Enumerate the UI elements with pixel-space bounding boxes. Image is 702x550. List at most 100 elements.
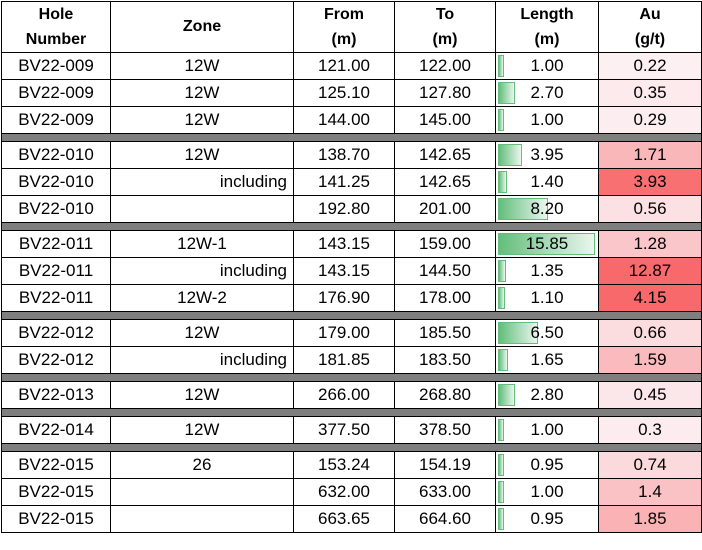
au-grade-cell: 0.74	[598, 451, 702, 479]
header-from-line1: From	[293, 1, 395, 27]
zone-cell: including	[110, 257, 294, 285]
to-cell: 154.19	[394, 451, 496, 479]
length-cell: 1.00	[495, 52, 599, 80]
length-data-bar	[498, 82, 515, 104]
table-row: BV22-014 12W 377.50 378.50 1.00 0.3	[1, 416, 702, 444]
length-data-bar	[498, 55, 504, 77]
table-row: BV22-013 12W 266.00 268.80 2.80 0.45	[1, 381, 702, 409]
au-grade-cell: 1.28	[598, 230, 702, 258]
hole-number-cell: BV22-009	[1, 52, 111, 80]
table-row: BV22-015 632.00 633.00 1.00 1.4	[1, 478, 702, 506]
to-cell: 142.65	[394, 141, 496, 169]
zone-cell: 12W-2	[110, 284, 294, 312]
to-cell: 185.50	[394, 319, 496, 347]
to-cell: 664.60	[394, 505, 496, 533]
group-separator	[1, 133, 702, 142]
to-cell: 378.50	[394, 416, 496, 444]
au-grade-cell: 1.85	[598, 505, 702, 533]
length-data-bar	[498, 508, 504, 530]
zone-cell: including	[110, 168, 294, 196]
zone-cell: 12W	[110, 52, 294, 80]
from-cell: 176.90	[293, 284, 395, 312]
hole-number-cell: BV22-011	[1, 230, 111, 258]
header-hole-line2: Number	[1, 27, 111, 53]
length-cell: 1.35	[495, 257, 599, 285]
to-cell: 183.50	[394, 346, 496, 374]
from-cell: 121.00	[293, 52, 395, 80]
zone-cell: 12W	[110, 106, 294, 134]
table-header: Hole Zone From To Length Au Number (m) (…	[1, 1, 702, 53]
table-row: BV22-015 663.65 664.60 0.95 1.85	[1, 505, 702, 533]
to-cell: 159.00	[394, 230, 496, 258]
length-cell: 0.95	[495, 451, 599, 479]
au-grade-cell: 0.66	[598, 319, 702, 347]
group-separator-row	[1, 373, 702, 382]
au-grade-cell: 1.4	[598, 478, 702, 506]
length-cell: 2.80	[495, 381, 599, 409]
hole-number-cell: BV22-010	[1, 168, 111, 196]
hole-number-cell: BV22-015	[1, 451, 111, 479]
length-data-bar	[498, 287, 505, 309]
length-value: 1.65	[530, 350, 564, 369]
au-grade-cell: 0.56	[598, 195, 702, 223]
table-row: BV22-009 12W 144.00 145.00 1.00 0.29	[1, 106, 702, 134]
table-row: BV22-009 12W 121.00 122.00 1.00 0.22	[1, 52, 702, 80]
length-value: 1.40	[530, 172, 564, 191]
from-cell: 143.15	[293, 230, 395, 258]
length-value: 1.00	[530, 482, 564, 501]
au-grade-cell: 0.29	[598, 106, 702, 134]
length-value: 3.95	[530, 145, 564, 164]
zone-cell	[110, 478, 294, 506]
table-row: BV22-011 including 143.15 144.50 1.35 12.87	[1, 257, 702, 285]
from-cell: 377.50	[293, 416, 395, 444]
length-data-bar	[498, 322, 538, 344]
zone-cell: 12W-1	[110, 230, 294, 258]
length-data-bar	[498, 198, 548, 220]
table-row: BV22-012 12W 179.00 185.50 6.50 0.66	[1, 319, 702, 347]
length-value: 1.10	[530, 288, 564, 307]
table-row: BV22-010 192.80 201.00 8.20 0.56	[1, 195, 702, 223]
group-separator	[1, 408, 702, 417]
from-cell: 181.85	[293, 346, 395, 374]
zone-cell: 26	[110, 451, 294, 479]
header-zone: Zone	[110, 1, 294, 53]
header-au-line1: Au	[598, 1, 702, 27]
length-value: 0.95	[530, 455, 564, 474]
length-cell: 15.85	[495, 230, 599, 258]
length-value: 2.80	[530, 385, 564, 404]
hole-number-cell: BV22-011	[1, 257, 111, 285]
length-data-bar	[498, 144, 522, 166]
hole-number-cell: BV22-009	[1, 106, 111, 134]
table-row: BV22-012 including 181.85 183.50 1.65 1.59	[1, 346, 702, 374]
length-value: 1.00	[530, 110, 564, 129]
table-row: BV22-010 12W 138.70 142.65 3.95 1.71	[1, 141, 702, 169]
to-cell: 145.00	[394, 106, 496, 134]
from-cell: 192.80	[293, 195, 395, 223]
group-separator-row	[1, 443, 702, 452]
group-separator	[1, 443, 702, 452]
au-grade-cell: 4.15	[598, 284, 702, 312]
hole-number-cell: BV22-015	[1, 478, 111, 506]
au-grade-cell: 12.87	[598, 257, 702, 285]
from-cell: 179.00	[293, 319, 395, 347]
au-grade-cell: 0.45	[598, 381, 702, 409]
table-body: BV22-009 12W 121.00 122.00 1.00 0.22 BV22-009 1…	[1, 52, 702, 533]
au-grade-cell: 3.93	[598, 168, 702, 196]
length-data-bar	[498, 171, 507, 193]
length-value: 1.00	[530, 56, 564, 75]
header-to-line1: To	[394, 1, 496, 27]
table-row: BV22-010 including 141.25 142.65 1.40 3.93	[1, 168, 702, 196]
group-separator-row	[1, 222, 702, 231]
zone-cell: 12W	[110, 141, 294, 169]
length-data-bar	[498, 481, 504, 503]
header-from-line2: (m)	[293, 27, 395, 53]
length-value: 1.35	[530, 261, 564, 280]
table-row: BV22-011 12W-1 143.15 159.00 15.85 1.28	[1, 230, 702, 258]
header-length-line1: Length	[495, 1, 599, 27]
from-cell: 663.65	[293, 505, 395, 533]
length-value: 0.95	[530, 509, 564, 528]
header-length-line2: (m)	[495, 27, 599, 53]
header-au-line2: (g/t)	[598, 27, 702, 53]
length-data-bar	[498, 349, 508, 371]
